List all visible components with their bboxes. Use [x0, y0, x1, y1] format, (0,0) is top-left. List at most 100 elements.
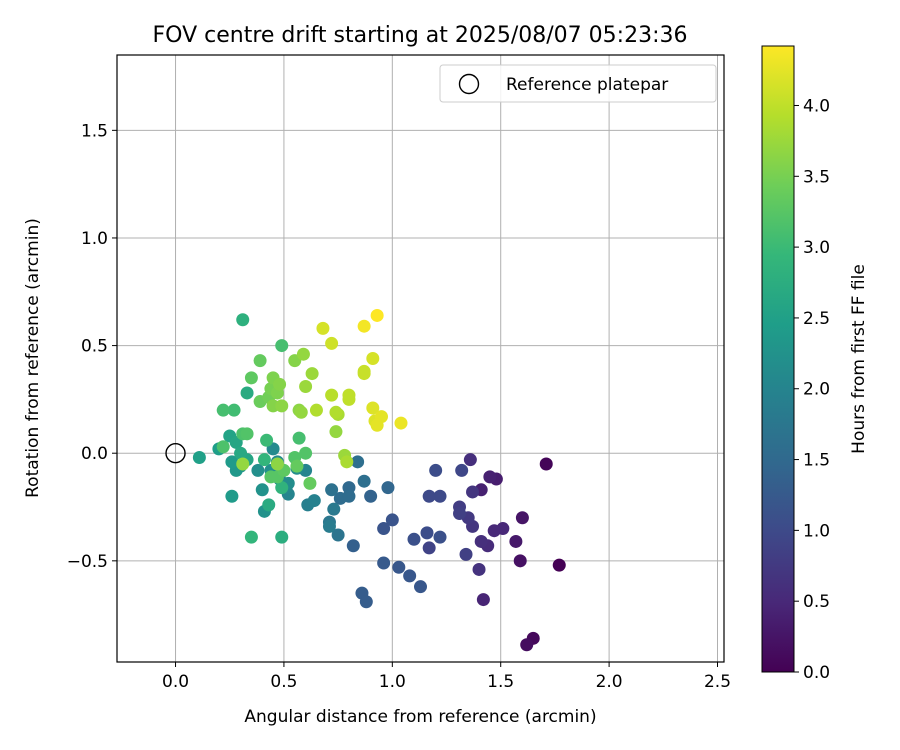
y-tick-label: −0.5	[67, 552, 108, 572]
data-point	[429, 463, 443, 477]
data-point	[309, 403, 323, 417]
data-point	[357, 367, 371, 381]
y-axis-ticks: −0.5 0.0 0.5 1.0 1.5	[67, 121, 117, 572]
data-point	[474, 534, 488, 548]
data-point	[466, 485, 480, 499]
data-point	[325, 336, 339, 350]
data-point	[244, 530, 258, 544]
data-point	[234, 446, 248, 460]
data-point	[472, 562, 486, 576]
colorbar-tick-label: 0.0	[803, 663, 830, 683]
y-tick-label: 0.0	[81, 444, 108, 464]
legend-marker-open-circle	[458, 73, 480, 95]
data-point	[403, 569, 417, 583]
colorbar-tick-label: 1.5	[803, 451, 830, 471]
data-point	[240, 427, 254, 441]
x-axis-label: Angular distance from reference (arcmin)	[244, 707, 596, 727]
colorbar-label: Hours from first FF file	[849, 264, 869, 454]
data-point	[357, 474, 371, 488]
data-point	[407, 532, 421, 546]
data-point	[392, 560, 406, 574]
data-point	[459, 547, 473, 561]
data-point	[366, 352, 380, 365]
data-point	[433, 530, 447, 544]
data-point	[520, 638, 534, 652]
data-point	[257, 453, 271, 467]
data-point	[420, 526, 434, 540]
data-point	[342, 489, 356, 503]
data-point	[433, 489, 447, 503]
data-point	[351, 455, 365, 469]
y-axis-label: Rotation from reference (arcmin)	[23, 218, 43, 498]
grid-lines	[117, 55, 724, 662]
colorbar-tick-label: 0.5	[803, 592, 830, 612]
data-point	[381, 481, 395, 495]
x-axis-ticks: 0.0 0.5 1.0 1.5 2.0 2.5	[162, 662, 731, 692]
data-point	[299, 446, 313, 460]
data-point	[487, 524, 501, 538]
data-point	[303, 476, 317, 490]
x-tick-label: 0.0	[162, 672, 189, 692]
data-point	[364, 489, 378, 503]
data-point	[453, 506, 467, 520]
data-point	[292, 431, 306, 445]
x-tick-label: 2.5	[704, 672, 731, 692]
data-point	[539, 457, 553, 471]
colorbar	[761, 45, 795, 673]
data-point	[515, 511, 529, 525]
y-tick-label: 1.5	[81, 121, 108, 141]
colorbar-tick-label: 1.0	[803, 521, 830, 541]
data-point	[483, 470, 497, 484]
data-point	[422, 489, 436, 503]
colorbar-tick-label: 3.0	[803, 238, 830, 258]
data-point	[342, 388, 356, 402]
data-point	[262, 498, 276, 512]
data-point	[414, 580, 427, 594]
colorbar-ticks: 0.0 0.5 1.0 1.5 2.0 2.5 3.0 3.5 4.0	[794, 96, 830, 683]
data-point	[513, 554, 527, 568]
data-point	[273, 377, 287, 391]
data-point	[260, 433, 274, 447]
data-point	[296, 347, 310, 361]
x-tick-label: 1.5	[487, 672, 514, 692]
data-point	[290, 459, 304, 473]
data-point	[236, 457, 250, 471]
reference-point	[165, 443, 186, 464]
data-point	[422, 541, 436, 555]
data-point	[307, 494, 321, 508]
data-point	[316, 321, 330, 335]
data-point	[225, 489, 239, 503]
colorbar-tick-label: 4.0	[803, 96, 830, 116]
data-point	[240, 386, 254, 400]
data-point	[325, 388, 339, 402]
data-point	[394, 416, 408, 430]
reference-platepar-marker	[165, 443, 186, 464]
data-point	[357, 319, 371, 333]
data-point	[253, 354, 267, 368]
y-tick-label: 1.0	[81, 229, 108, 249]
data-point	[552, 558, 566, 572]
data-point	[275, 399, 289, 413]
data-point	[359, 595, 373, 609]
colorbar-tick-label: 2.0	[803, 380, 830, 400]
y-tick-label: 0.5	[81, 337, 108, 357]
x-tick-label: 2.0	[596, 672, 623, 692]
legend-box	[439, 64, 717, 103]
data-point	[275, 339, 289, 353]
data-point	[377, 556, 391, 570]
data-point	[244, 371, 258, 385]
scatter-points	[192, 308, 566, 652]
data-point	[305, 367, 319, 381]
colorbar-tick-label: 2.5	[803, 309, 830, 329]
data-point	[370, 418, 384, 432]
x-tick-label: 0.5	[270, 672, 297, 692]
data-point	[251, 463, 265, 477]
data-point	[370, 308, 384, 322]
data-point	[329, 405, 343, 419]
data-point	[325, 483, 339, 497]
data-point	[216, 403, 230, 417]
x-tick-label: 1.0	[379, 672, 406, 692]
data-point	[340, 455, 354, 469]
data-point	[346, 539, 360, 553]
